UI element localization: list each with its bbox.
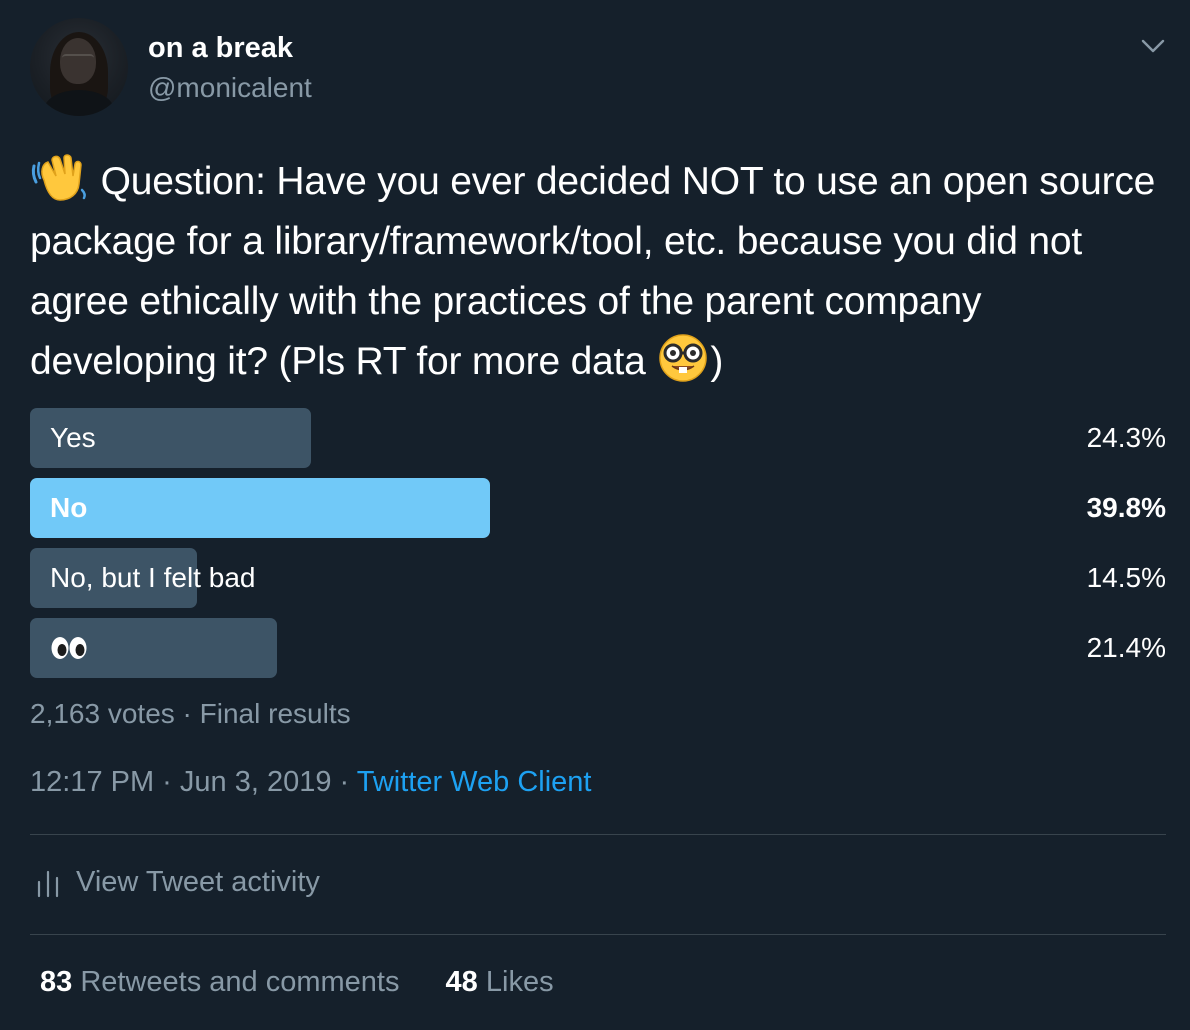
poll-option-percent: 14.5% — [1086, 562, 1166, 593]
divider-top — [30, 834, 1166, 835]
avatar-shoulders — [44, 90, 114, 116]
poll-option: Yes 24.3% — [30, 408, 1166, 468]
poll-option-label: No — [50, 492, 88, 523]
chevron-down-icon[interactable] — [1140, 36, 1166, 56]
poll-option: 21.4% — [30, 618, 1166, 678]
poll-option: No 39.8% — [30, 478, 1166, 538]
author-display-name[interactable]: on a break — [148, 32, 294, 64]
retweets-label: Retweets and comments — [80, 966, 400, 998]
waving-hand-emoji — [31, 154, 86, 201]
poll-option-label: Yes — [50, 422, 96, 453]
poll: Yes 24.3% No 39.8% No, but I felt bad 14.5% 21… — [30, 408, 1166, 688]
tweet-header: on a break @monicalent — [30, 18, 1166, 118]
tweet-source-link[interactable]: Twitter Web Client — [356, 766, 592, 798]
tweet-closing-paren: ) — [710, 340, 724, 383]
nerd-face-emoji — [659, 334, 708, 382]
poll-option-label: No, but I felt bad — [50, 562, 256, 593]
poll-meta: 2,163 votes · Final results — [30, 698, 351, 729]
tweet-timestamp: 12:17 PM · Jun 3, 2019 · Twitter Web Cli… — [30, 766, 591, 799]
author-handle[interactable]: @monicalent — [148, 72, 312, 103]
poll-option-eyes — [50, 618, 88, 678]
likes-stat[interactable]: 48 Likes — [446, 966, 554, 999]
poll-option-percent: 39.8% — [1086, 492, 1166, 523]
likes-label: Likes — [485, 966, 554, 998]
retweets-stat[interactable]: 83 Retweets and comments — [40, 966, 399, 999]
divider-bottom — [30, 934, 1166, 935]
view-tweet-activity-label: View Tweet activity — [76, 866, 320, 898]
view-tweet-activity-button[interactable]: View Tweet activity — [36, 866, 320, 899]
tweet-stats: 83 Retweets and comments 48 Likes — [40, 966, 554, 999]
poll-bar — [30, 408, 311, 468]
bar-chart-icon — [37, 870, 59, 897]
tweet-body: Question: Have you ever decided NOT to u… — [30, 160, 1156, 383]
timestamp-text[interactable]: 12:17 PM · Jun 3, 2019 · — [30, 766, 357, 798]
poll-bar — [30, 478, 490, 538]
retweets-count: 83 — [40, 966, 73, 998]
tweet-text: Question: Have you ever decided NOT to u… — [30, 150, 1170, 392]
poll-bar — [30, 548, 198, 608]
poll-option: No, but I felt bad 14.5% — [30, 548, 1166, 608]
eyes-emoji — [51, 637, 87, 659]
likes-count: 48 — [445, 966, 478, 998]
poll-option-percent: 21.4% — [1086, 632, 1166, 663]
avatar-glasses — [62, 54, 94, 64]
poll-option-percent: 24.3% — [1086, 422, 1166, 453]
avatar[interactable] — [30, 18, 128, 116]
